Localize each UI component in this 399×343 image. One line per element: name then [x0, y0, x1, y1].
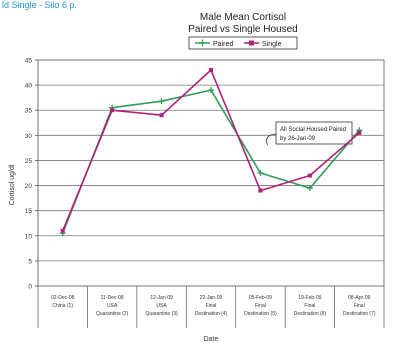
data-point-paired: [257, 170, 264, 176]
legend-paired-label: Paired: [213, 41, 233, 48]
header-fragment: ld Single - Silo 6 p.: [2, 0, 78, 10]
data-point-single: [110, 108, 115, 113]
x-category-label: Destination (5): [244, 311, 277, 317]
data-point-paired: [158, 98, 165, 105]
y-axis-ticks: 0 5 10 15 20 25 30 35 40 45: [25, 58, 38, 291]
x-category-label: USA: [107, 303, 118, 309]
y-axis-label: Cortisol ug/dl: [9, 164, 16, 205]
legend-single-label: Single: [262, 41, 282, 48]
annotation-line-1: All Social Housed Paired: [280, 127, 346, 133]
y-tick-label: 20: [25, 183, 33, 190]
data-point-single: [209, 68, 213, 73]
x-category-label: Final: [206, 303, 217, 309]
x-category-label: Destination (6): [294, 311, 327, 317]
x-category-label: 12-Jan-09: [150, 295, 173, 301]
data-point-single: [258, 188, 263, 193]
annotation-box: [275, 121, 353, 145]
y-tick-label: 10: [25, 233, 33, 240]
y-tick-label: 40: [25, 83, 33, 90]
x-category-label: 05-Feb-09: [249, 295, 272, 301]
annotation-pointer: [266, 133, 277, 146]
x-category-label: 11-Dec-08: [101, 295, 124, 301]
data-point-paired: [306, 185, 313, 192]
chart-title: Male Mean Cortisol: [200, 12, 286, 23]
data-point-single: [357, 130, 362, 135]
legend-single-marker: [249, 40, 254, 46]
y-tick-label: 25: [25, 158, 33, 165]
annotation: All Social Housed Paired by 26-Jan-09: [266, 121, 353, 146]
data-point-paired: [208, 87, 214, 94]
plot-area: [37, 59, 385, 287]
x-category-label: Destination (4): [195, 311, 228, 317]
y-tick-label: 35: [25, 108, 33, 115]
x-category-label: 02-Dec-08: [51, 295, 75, 301]
x-category-label: 22-Jan-09: [200, 295, 223, 301]
legend: Paired Single: [188, 36, 298, 50]
x-category-label: Final: [304, 303, 315, 309]
x-category-label: Final: [354, 303, 365, 309]
legend-box: [188, 36, 298, 50]
x-category-label: USA: [156, 303, 167, 309]
x-category-label: Final: [255, 303, 266, 309]
annotation-line-2: by 26-Jan-09: [280, 136, 316, 142]
x-category-label: 19-Feb-09: [298, 295, 321, 301]
x-category-label: Quarantine (3): [145, 311, 178, 317]
x-category-label: Quarantine (2): [96, 311, 129, 317]
x-axis-categories: 02-Dec-08 China (1) 11-Dec-08 USA Quarantine…: [37, 286, 385, 328]
y-tick-label: 45: [25, 58, 33, 65]
y-tick-label: 15: [25, 208, 33, 215]
series-layer: [59, 68, 363, 237]
y-tick-label: 0: [28, 284, 32, 291]
x-category-label: China (1): [52, 303, 73, 309]
y-tick-label: 5: [28, 258, 32, 265]
x-category-label: Destination (7): [343, 311, 376, 317]
x-axis-label: Date: [204, 336, 219, 343]
data-point-single: [307, 173, 312, 178]
x-category-label: 08-Apr-09: [348, 295, 370, 301]
y-tick-label: 30: [25, 133, 33, 140]
data-point-single: [159, 113, 164, 118]
data-point-single: [60, 228, 65, 233]
chart-subtitle: Paired vs Single Housed: [188, 24, 298, 35]
legend-paired-marker: [199, 39, 206, 47]
